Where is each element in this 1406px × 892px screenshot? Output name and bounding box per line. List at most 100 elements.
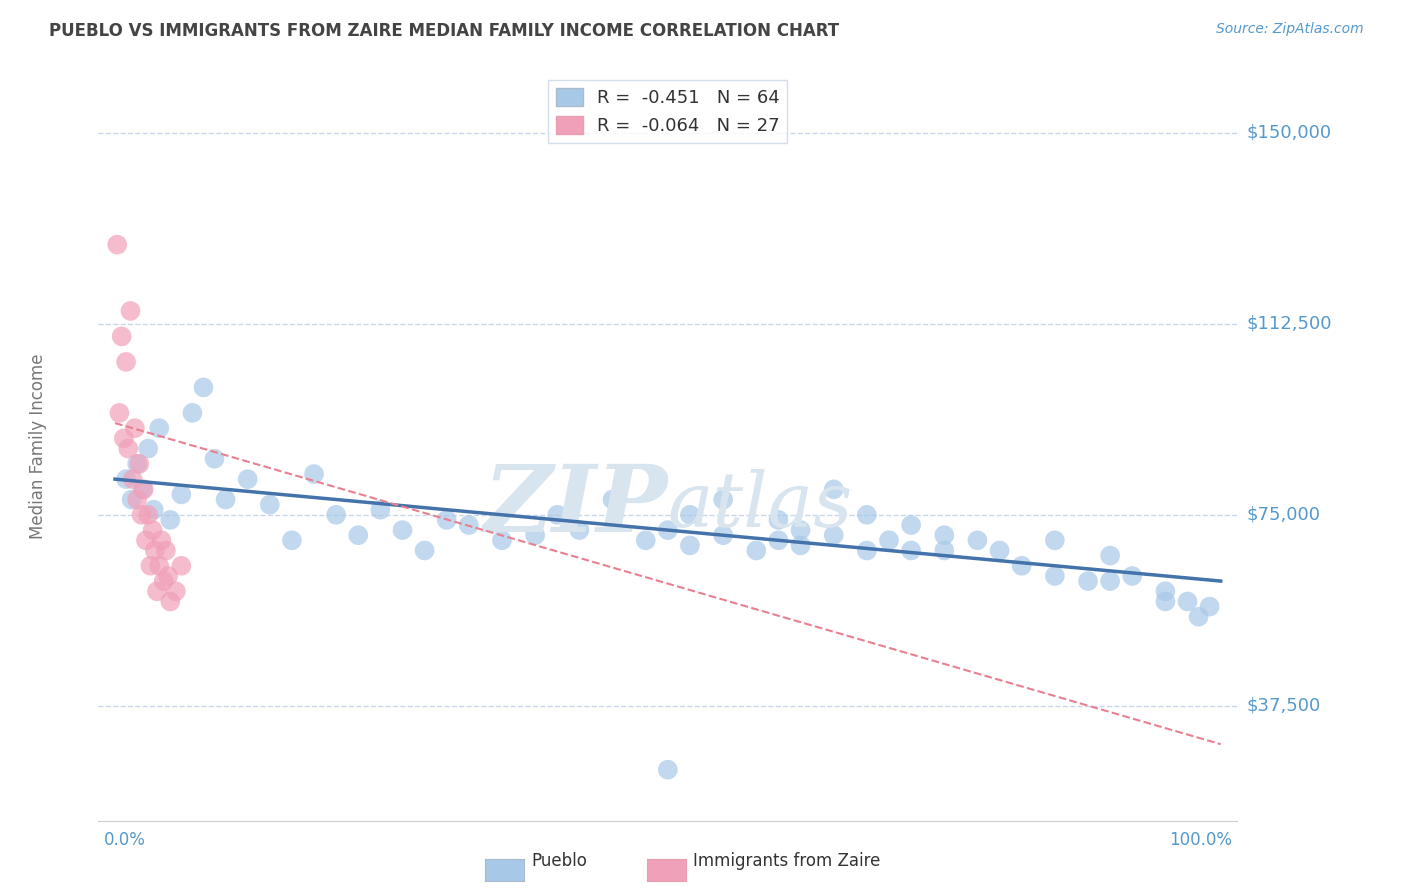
Point bbox=[131, 483, 153, 497]
Point bbox=[347, 528, 370, 542]
Point bbox=[148, 558, 170, 573]
Text: atlas: atlas bbox=[668, 469, 853, 543]
Text: 0.0%: 0.0% bbox=[104, 830, 146, 849]
Point bbox=[127, 492, 149, 507]
Point bbox=[1154, 594, 1177, 608]
Point bbox=[1121, 569, 1143, 583]
Point bbox=[121, 492, 143, 507]
Point bbox=[768, 513, 790, 527]
Point bbox=[679, 538, 702, 552]
Text: Pueblo: Pueblo bbox=[531, 852, 588, 870]
Point bbox=[602, 492, 624, 507]
Point bbox=[768, 533, 790, 548]
Text: $150,000: $150,000 bbox=[1246, 123, 1331, 142]
Point bbox=[128, 457, 150, 471]
Point bbox=[1043, 533, 1066, 548]
Point bbox=[236, 472, 259, 486]
Point bbox=[112, 431, 135, 445]
Point bbox=[823, 483, 845, 497]
Point bbox=[856, 508, 879, 522]
Point bbox=[711, 528, 734, 542]
Point bbox=[165, 584, 187, 599]
Point bbox=[105, 237, 128, 252]
Text: Median Family Income: Median Family Income bbox=[28, 353, 46, 539]
Point bbox=[1099, 574, 1122, 588]
Point bbox=[900, 543, 922, 558]
Point bbox=[491, 533, 513, 548]
Point bbox=[136, 442, 159, 456]
Point bbox=[679, 508, 702, 522]
Point bbox=[135, 533, 157, 548]
Point bbox=[152, 574, 174, 588]
Point bbox=[657, 763, 679, 777]
Point bbox=[1011, 558, 1033, 573]
Point bbox=[568, 523, 591, 537]
Point bbox=[745, 543, 768, 558]
Point bbox=[1099, 549, 1122, 563]
Point bbox=[146, 584, 169, 599]
Point bbox=[457, 518, 479, 533]
Point bbox=[436, 513, 458, 527]
Legend: R =  -0.451   N = 64, R =  -0.064   N = 27: R = -0.451 N = 64, R = -0.064 N = 27 bbox=[548, 80, 787, 143]
Point bbox=[170, 487, 193, 501]
Text: $37,500: $37,500 bbox=[1246, 697, 1320, 715]
Point bbox=[204, 451, 226, 466]
Point bbox=[121, 472, 143, 486]
Point bbox=[391, 523, 413, 537]
Point bbox=[1154, 584, 1177, 599]
Point bbox=[157, 569, 180, 583]
Point bbox=[115, 355, 138, 369]
Text: PUEBLO VS IMMIGRANTS FROM ZAIRE MEDIAN FAMILY INCOME CORRELATION CHART: PUEBLO VS IMMIGRANTS FROM ZAIRE MEDIAN F… bbox=[49, 22, 839, 40]
Text: Immigrants from Zaire: Immigrants from Zaire bbox=[693, 852, 880, 870]
Text: $112,500: $112,500 bbox=[1246, 315, 1331, 333]
Point bbox=[934, 543, 956, 558]
Point bbox=[823, 528, 845, 542]
Point bbox=[120, 304, 142, 318]
Point bbox=[1187, 609, 1209, 624]
Point bbox=[877, 533, 900, 548]
Point bbox=[143, 543, 166, 558]
Text: $75,000: $75,000 bbox=[1246, 506, 1320, 524]
Point bbox=[1077, 574, 1099, 588]
Point bbox=[139, 558, 162, 573]
Point bbox=[325, 508, 347, 522]
Point bbox=[214, 492, 236, 507]
Point bbox=[131, 508, 153, 522]
Point bbox=[856, 543, 879, 558]
Point bbox=[148, 421, 170, 435]
Point bbox=[1177, 594, 1199, 608]
Point bbox=[108, 406, 131, 420]
Point bbox=[150, 533, 173, 548]
Point bbox=[302, 467, 325, 481]
Point bbox=[181, 406, 204, 420]
Point bbox=[193, 380, 215, 394]
Point bbox=[142, 502, 165, 516]
Point bbox=[789, 523, 811, 537]
Point bbox=[124, 421, 146, 435]
Point bbox=[259, 498, 281, 512]
Point bbox=[657, 523, 679, 537]
Point bbox=[127, 457, 149, 471]
Point bbox=[281, 533, 304, 548]
Text: 100.0%: 100.0% bbox=[1168, 830, 1232, 849]
Point bbox=[988, 543, 1011, 558]
Text: Source: ZipAtlas.com: Source: ZipAtlas.com bbox=[1216, 22, 1364, 37]
Point bbox=[370, 502, 392, 516]
Point bbox=[789, 538, 811, 552]
Point bbox=[159, 594, 181, 608]
Point bbox=[634, 533, 657, 548]
Point bbox=[132, 483, 155, 497]
Text: ZIP: ZIP bbox=[484, 461, 668, 551]
Point bbox=[934, 528, 956, 542]
Point bbox=[111, 329, 134, 343]
Point bbox=[966, 533, 988, 548]
Point bbox=[159, 513, 181, 527]
Point bbox=[170, 558, 193, 573]
Point bbox=[142, 523, 165, 537]
Point bbox=[115, 472, 138, 486]
Point bbox=[1198, 599, 1220, 614]
Point bbox=[900, 518, 922, 533]
Point bbox=[1043, 569, 1066, 583]
Point bbox=[524, 528, 547, 542]
Point bbox=[155, 543, 177, 558]
